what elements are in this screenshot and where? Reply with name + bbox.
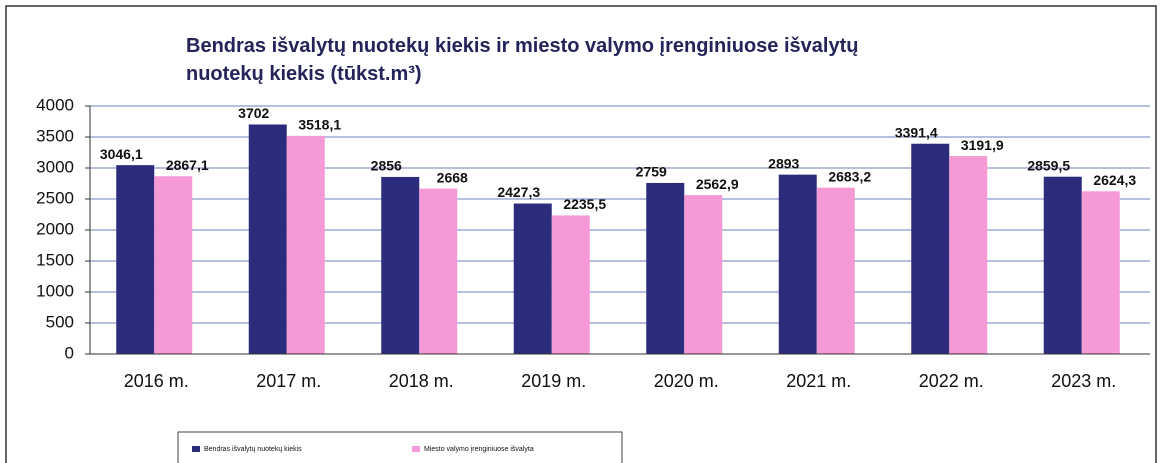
x-tick-label: 2016 m.	[124, 371, 189, 391]
y-tick-label: 500	[46, 312, 74, 331]
y-tick-label: 2000	[36, 219, 74, 238]
bar	[286, 135, 325, 354]
bar	[248, 124, 287, 354]
y-tick-label: 1000	[36, 281, 74, 300]
y-tick-label: 1500	[36, 250, 74, 269]
data-label: 2235,5	[563, 196, 606, 212]
y-tick-label: 3000	[36, 157, 74, 176]
x-tick-label: 2017 m.	[256, 371, 321, 391]
data-label: 3391,4	[895, 124, 938, 140]
bar	[381, 176, 420, 354]
legend-label: Bendras išvalytų nuotekų kiekis	[204, 446, 302, 453]
bar	[816, 187, 855, 354]
bar	[1081, 191, 1120, 354]
bar	[154, 176, 193, 354]
legend-swatch	[192, 446, 200, 452]
data-label: 2562,9	[696, 176, 739, 192]
x-tick-label: 2019 m.	[521, 371, 586, 391]
y-tick-label: 4000	[36, 95, 74, 114]
bar	[949, 156, 988, 354]
data-label: 2856	[371, 158, 402, 174]
bar	[778, 174, 817, 354]
data-label: 2668	[437, 169, 468, 185]
bar	[551, 215, 590, 354]
data-label: 2859,5	[1027, 157, 1070, 173]
data-label: 2867,1	[166, 157, 209, 173]
y-tick-label: 3500	[36, 126, 74, 145]
chart-title: Bendras išvalytų nuotekų kiekis ir miest…	[186, 35, 859, 85]
x-tick-label: 2018 m.	[389, 371, 454, 391]
data-label: 3046,1	[100, 146, 143, 162]
x-tick-label: 2020 m.	[654, 371, 719, 391]
y-tick-label: 0	[65, 343, 74, 362]
legend-label: Miesto valymo įrenginiuose išvalyta	[424, 446, 534, 453]
legend-box	[177, 431, 623, 463]
y-tick-label: 2500	[36, 188, 74, 207]
data-label: 2759	[636, 164, 667, 180]
chart-border	[5, 5, 1157, 463]
data-label: 2427,3	[497, 184, 540, 200]
bar	[911, 143, 950, 354]
x-tick-label: 2023 m.	[1051, 371, 1116, 391]
data-label: 2893	[768, 155, 799, 171]
legend-swatch	[412, 446, 420, 452]
bar	[684, 195, 723, 354]
bar	[116, 165, 155, 354]
bar	[1043, 176, 1082, 354]
data-label: 2683,2	[828, 168, 871, 184]
x-tick-label: 2021 m.	[786, 371, 851, 391]
bar	[646, 182, 685, 354]
bar	[419, 188, 458, 354]
data-label: 3191,9	[961, 137, 1004, 153]
x-tick-label: 2022 m.	[919, 371, 984, 391]
bar	[513, 203, 552, 354]
data-label: 2624,3	[1093, 172, 1136, 188]
data-label: 3518,1	[298, 117, 341, 133]
data-label: 3702	[238, 105, 269, 121]
